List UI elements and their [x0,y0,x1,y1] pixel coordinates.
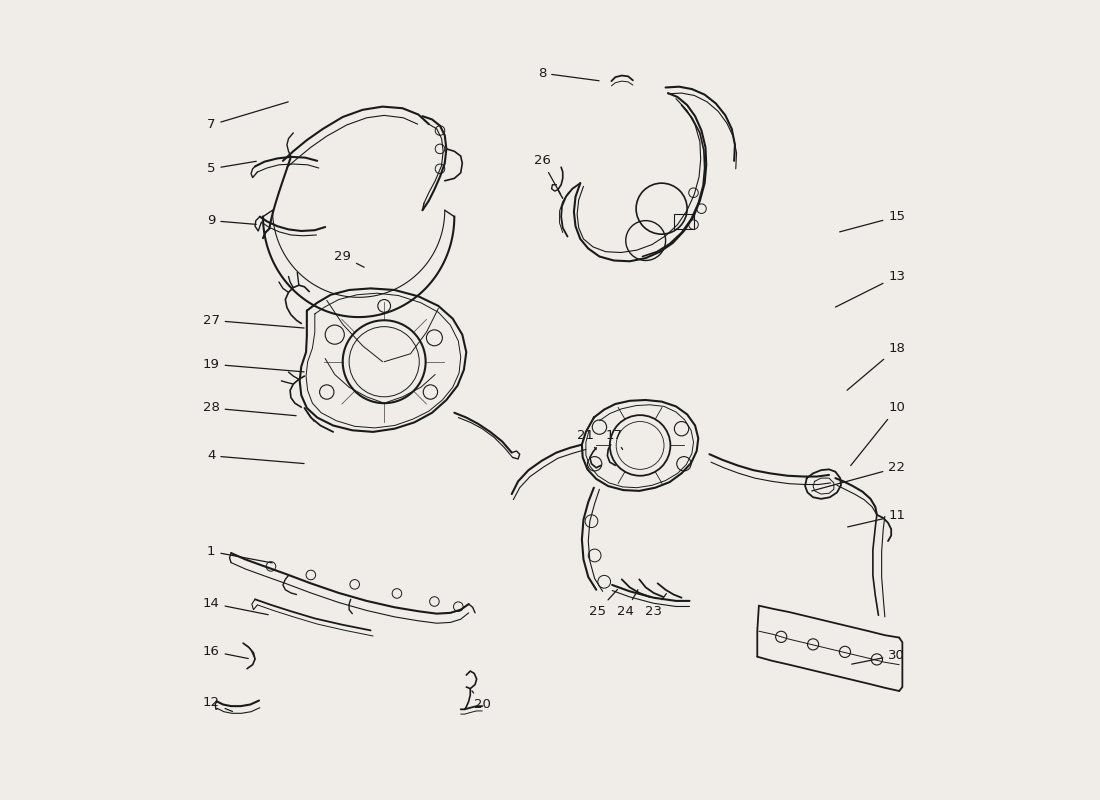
Text: 16: 16 [202,645,249,658]
Text: 7: 7 [207,102,288,131]
Text: 27: 27 [202,314,304,328]
Text: 20: 20 [472,691,491,711]
Text: 24: 24 [617,590,638,618]
Bar [673,214,693,229]
Text: 25: 25 [590,590,617,618]
Text: 23: 23 [645,594,667,618]
Text: 15: 15 [839,210,905,232]
Text: 21: 21 [578,430,596,450]
Text: 8: 8 [538,66,600,81]
Text: 12: 12 [202,697,232,711]
Text: 14: 14 [202,597,268,614]
Text: 28: 28 [202,402,296,416]
Text: 10: 10 [850,402,905,466]
Text: 30: 30 [851,649,905,664]
Text: 26: 26 [534,154,561,194]
Text: 1: 1 [207,545,272,563]
Text: 18: 18 [847,342,905,390]
Text: 4: 4 [207,450,304,463]
Text: 9: 9 [207,214,256,227]
Text: 5: 5 [207,162,256,175]
Text: 17: 17 [605,430,623,450]
Text: 19: 19 [202,358,304,372]
Text: 13: 13 [836,270,905,307]
Text: 29: 29 [334,250,364,267]
Text: 11: 11 [848,509,905,527]
Text: 22: 22 [812,462,905,491]
